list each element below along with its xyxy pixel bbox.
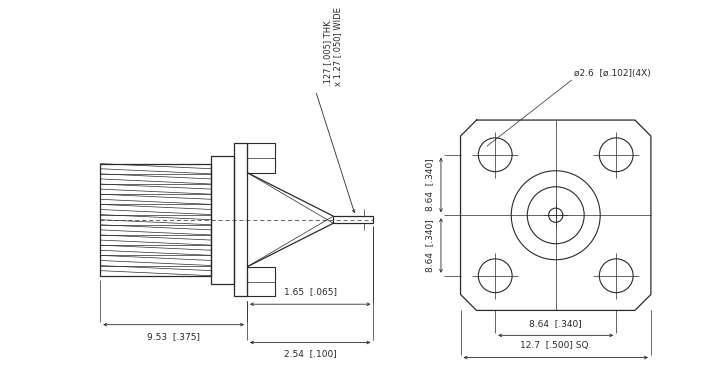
Bar bbox=[247, 267, 276, 296]
Text: 9.53  [.375]: 9.53 [.375] bbox=[147, 332, 200, 341]
Text: 12.7  [.500] SQ.: 12.7 [.500] SQ. bbox=[520, 341, 591, 350]
Bar bbox=[234, 143, 247, 296]
Bar bbox=[247, 143, 276, 172]
Bar bbox=[100, 164, 212, 276]
Text: 2.54  [.100]: 2.54 [.100] bbox=[284, 350, 336, 359]
Bar bbox=[212, 156, 234, 284]
Text: 8.64  [.340]: 8.64 [.340] bbox=[425, 219, 434, 272]
Bar bbox=[333, 216, 374, 223]
Text: 8.64  [.340]: 8.64 [.340] bbox=[425, 159, 434, 212]
Text: .127 [.005] THK.: .127 [.005] THK. bbox=[323, 18, 332, 86]
Text: 1.65  [.065]: 1.65 [.065] bbox=[284, 287, 337, 296]
Text: x 1.27 [.050] WIDE: x 1.27 [.050] WIDE bbox=[333, 7, 342, 86]
Text: ø2.6  [ø.102](4X): ø2.6 [ø.102](4X) bbox=[574, 69, 650, 78]
Text: 8.64  [.340]: 8.64 [.340] bbox=[529, 319, 582, 328]
